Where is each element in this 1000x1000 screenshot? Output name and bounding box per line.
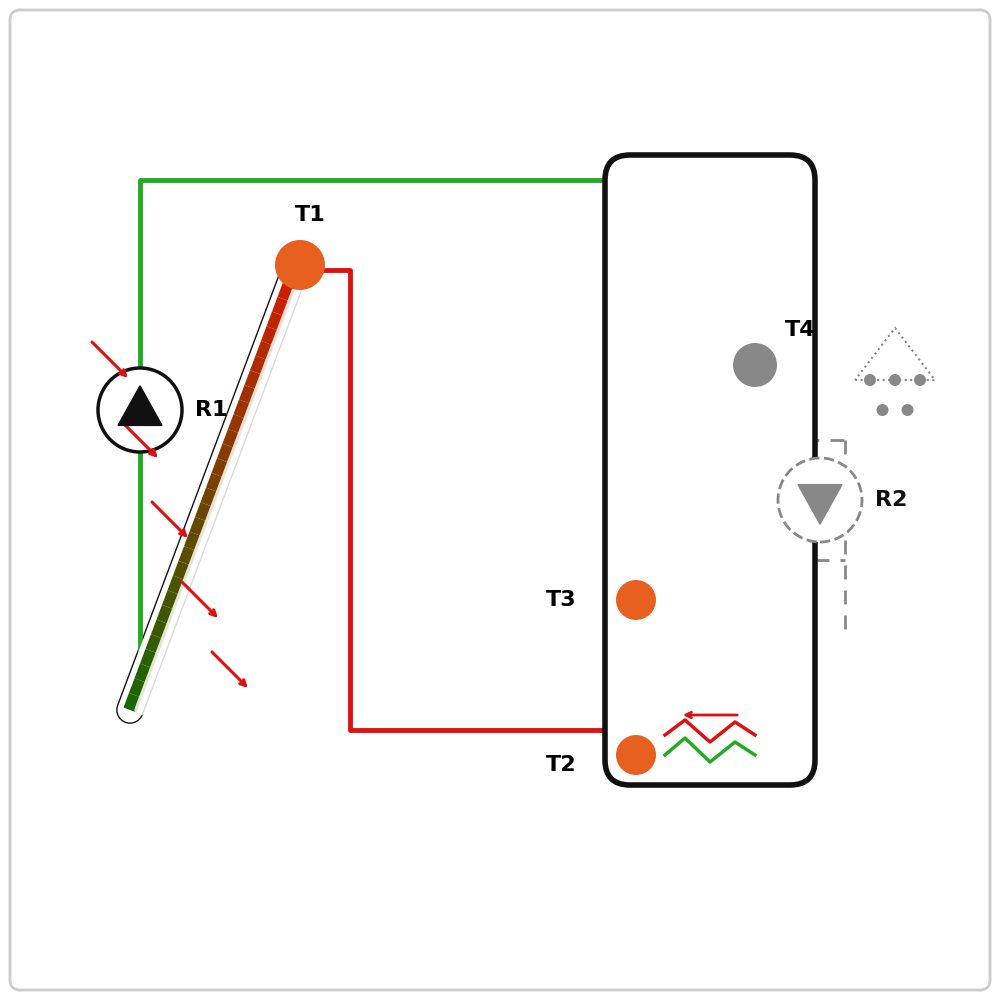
Polygon shape xyxy=(118,386,162,425)
Circle shape xyxy=(902,404,914,416)
Circle shape xyxy=(864,374,876,386)
FancyBboxPatch shape xyxy=(10,10,990,990)
Text: R2: R2 xyxy=(875,490,907,510)
Polygon shape xyxy=(798,485,842,524)
Text: T3: T3 xyxy=(545,590,576,610)
FancyBboxPatch shape xyxy=(605,155,815,785)
Circle shape xyxy=(778,458,862,542)
Text: T4: T4 xyxy=(785,320,816,340)
Circle shape xyxy=(616,580,656,620)
Circle shape xyxy=(98,368,182,452)
Text: T2: T2 xyxy=(545,755,576,775)
Circle shape xyxy=(914,374,926,386)
Circle shape xyxy=(889,374,901,386)
Circle shape xyxy=(733,343,777,387)
Text: R1: R1 xyxy=(195,400,228,420)
Text: T1: T1 xyxy=(295,205,325,225)
Circle shape xyxy=(877,404,889,416)
Circle shape xyxy=(275,240,325,290)
Circle shape xyxy=(616,735,656,775)
